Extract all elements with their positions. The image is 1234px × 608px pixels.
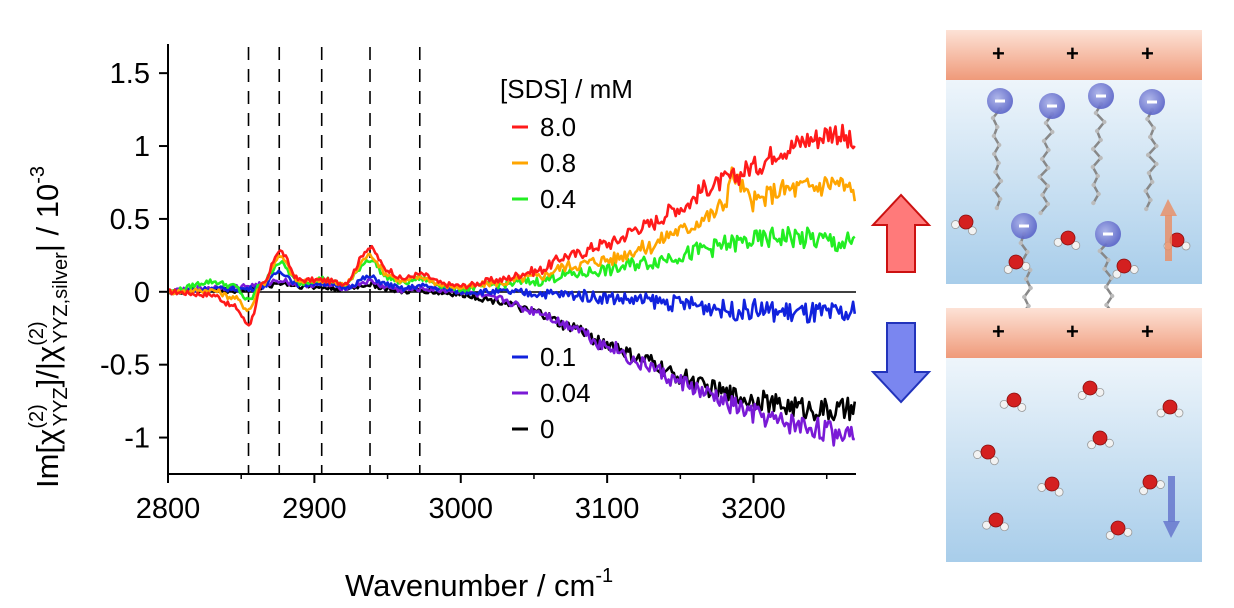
series-line-0: [168, 280, 856, 422]
water-molecule-icon: [973, 444, 999, 466]
water-molecules-top: [951, 214, 1191, 279]
series-line-0.1: [168, 269, 856, 324]
plus-sign: +: [992, 319, 1005, 344]
legend-label: 0.04: [540, 378, 591, 408]
plus-sign: +: [1066, 319, 1079, 344]
water-molecule-icon: [1053, 230, 1081, 250]
water-molecule-icon: [1077, 380, 1105, 400]
water-molecule-icon: [1156, 399, 1184, 418]
schematic-with-sds: + + +: [946, 30, 1202, 344]
water-molecule-icon: [1112, 258, 1139, 279]
x-tick-label: 2800: [136, 493, 201, 525]
legend: [SDS] / mM 8.0 0.8 0.4 0.1 0.04 0: [500, 74, 633, 444]
legend-title: [SDS] / mM: [500, 74, 633, 104]
sds-molecule-icon: [1139, 89, 1165, 212]
y-tick-label: 0: [134, 277, 150, 309]
x-tick-label: 2900: [282, 493, 347, 525]
electrode-bottom: [946, 308, 1202, 358]
dipole-arrow-down-icon: [1163, 476, 1180, 538]
x-ticks: 2800 2900 3000 3100 3200: [136, 474, 828, 525]
x-tick-label: 3100: [575, 493, 640, 525]
sds-molecules: [987, 83, 1165, 344]
water-molecule-icon: [951, 214, 977, 236]
legend-label: 0: [540, 414, 554, 444]
water-molecule-icon: [982, 512, 1009, 532]
y-tick-label: 0.5: [110, 204, 150, 236]
water-molecule-icon: [1037, 476, 1064, 497]
arrow-up-icon: [870, 193, 932, 273]
y-axis-title: Im[χ(2) YYZ]/|χ(2) YYZ,silver| / 10-3: [26, 166, 72, 488]
y-tick-label: -0.5: [100, 350, 150, 382]
series-group: [168, 123, 856, 447]
sds-molecule-icon: [987, 88, 1013, 211]
y-tick-label: 1: [134, 131, 150, 163]
series-line-0.04: [168, 277, 855, 447]
water-molecule-icon: [1003, 254, 1031, 274]
plus-sign: +: [1141, 41, 1154, 66]
legend-label: 0.4: [540, 184, 576, 214]
dipole-arrow-up-icon: [1160, 199, 1177, 261]
dashed-reference-lines: [247, 47, 421, 474]
plus-sign: +: [992, 41, 1005, 66]
x-tick-label: 3200: [721, 493, 786, 525]
schematic-without-sds: + + +: [946, 308, 1202, 562]
y-tick-label: -1: [124, 423, 150, 455]
x-tick-label: 3000: [429, 493, 494, 525]
legend-label: 8.0: [540, 112, 576, 142]
sds-molecule-icon: [1037, 93, 1065, 216]
water-molecules-bottom: [973, 380, 1184, 540]
electrode-top: [946, 30, 1202, 80]
plot-area: 1.5 1 0.5 0 -0.5 -1 2800 2900 3000 3100 3200: [100, 44, 856, 525]
arrow-down-icon: [870, 322, 932, 404]
legend-upper: 8.0 0.8 0.4: [512, 112, 576, 214]
plus-sign: +: [1141, 319, 1154, 344]
sds-molecule-icon: [1088, 83, 1114, 206]
y-tick-label: 1.5: [110, 58, 150, 90]
legend-lower: 0.1 0.04 0: [512, 342, 591, 444]
plus-sign: +: [1066, 41, 1079, 66]
x-axis-title: Wavenumber / cm-1: [345, 565, 613, 603]
water-molecule-icon: [1139, 474, 1165, 496]
water-molecule-icon: [1105, 520, 1133, 540]
y-ticks: 1.5 1 0.5 0 -0.5 -1: [100, 58, 168, 455]
legend-label: 0.1: [540, 342, 576, 372]
series-line-0.8: [168, 166, 856, 313]
legend-label: 0.8: [540, 148, 576, 178]
water-molecule-icon: [1087, 430, 1114, 450]
series-line-8.0: [168, 123, 856, 327]
water-molecule-icon: [999, 392, 1027, 412]
series-line-0.4: [168, 226, 856, 301]
